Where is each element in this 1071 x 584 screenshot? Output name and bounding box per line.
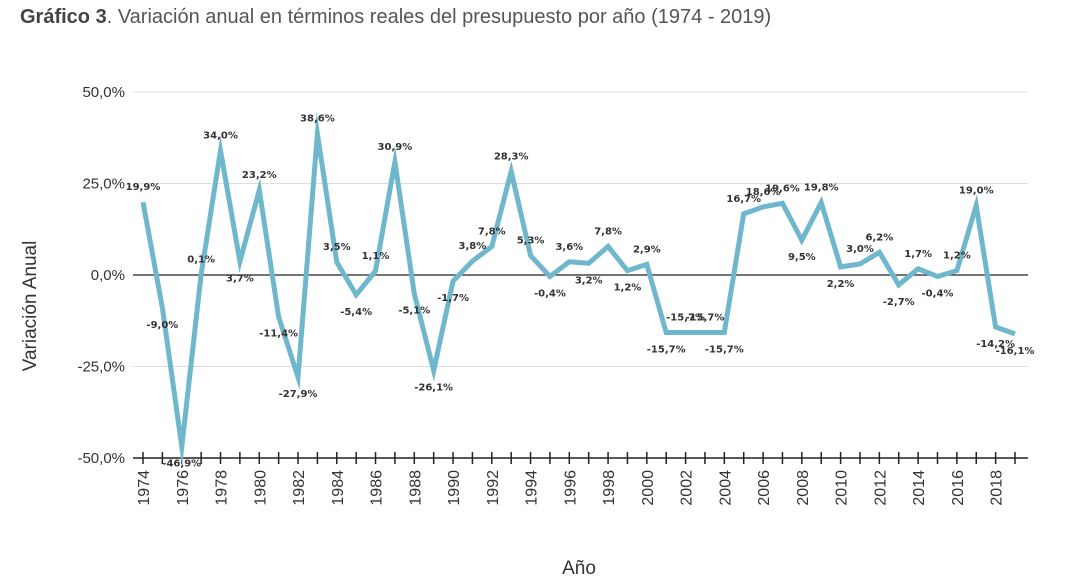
series-line: [140, 111, 1016, 467]
x-tick-label: 1986: [369, 470, 386, 506]
x-tick-label: 1990: [446, 470, 463, 506]
x-tick-label: 2010: [834, 470, 851, 506]
data-label: -0,4%: [534, 288, 566, 299]
chart-caption: Gráfico 3. Variación anual en términos r…: [20, 6, 771, 29]
data-label: 38,6%: [300, 114, 335, 125]
data-label: 7,8%: [478, 226, 506, 237]
data-label: 19,8%: [804, 183, 839, 194]
x-tick-label: 1988: [407, 470, 424, 506]
y-tick-label: 50,0%: [82, 84, 125, 101]
data-label: -14,2%: [976, 339, 1015, 350]
data-label: -5,1%: [398, 306, 430, 317]
data-label: -27,9%: [279, 389, 318, 400]
data-label: 23,2%: [242, 170, 277, 181]
axis-layer: -50,0% -25,0% 0,0% 25,0% 50,0% 1974 1976 1978 19…: [77, 84, 1028, 506]
x-tick-label: 2002: [679, 470, 696, 506]
x-tick-label: 1982: [291, 470, 308, 506]
data-label: 19,9%: [126, 182, 161, 193]
data-label: 9,5%: [788, 252, 816, 263]
caption-text: . Variación anual en términos reales del…: [106, 6, 772, 28]
x-tick-label: 2008: [795, 470, 812, 506]
x-tick-label: 1994: [524, 470, 541, 506]
x-tick-label: 2018: [989, 470, 1006, 506]
x-tick-label: 2000: [640, 470, 657, 506]
data-label: 5,3%: [517, 236, 545, 247]
data-label: 2,9%: [633, 244, 661, 255]
x-tick-label: 1980: [252, 470, 269, 506]
data-label: 3,7%: [226, 273, 254, 284]
y-tick-label: -25,0%: [77, 359, 125, 376]
data-label: -0,4%: [922, 288, 954, 299]
data-label: -26,1%: [414, 383, 453, 394]
data-label: 16,7%: [726, 194, 761, 205]
y-axis-title: Variación Anual: [20, 241, 41, 372]
data-label: 1,2%: [614, 283, 642, 294]
y-tick-label: 0,0%: [91, 267, 125, 284]
data-label: -46,9%: [162, 459, 201, 470]
data-label: -15,7%: [686, 312, 725, 323]
x-tick-label: 2012: [872, 470, 889, 506]
data-label: 3,6%: [555, 242, 583, 253]
data-label: 3,5%: [323, 242, 351, 253]
data-label: 0,1%: [187, 255, 215, 266]
data-label: 3,2%: [575, 275, 603, 286]
x-tick-label: 2006: [756, 470, 773, 506]
x-tick-label: 2016: [950, 470, 967, 506]
data-label: 19,0%: [959, 185, 994, 196]
data-label: -15,7%: [705, 344, 744, 355]
x-tick-label: 1992: [485, 470, 502, 506]
caption-prefix: Gráfico 3: [20, 6, 107, 28]
data-label: -15,7%: [666, 312, 705, 323]
data-label: -2,7%: [883, 297, 915, 308]
data-label: -16,1%: [996, 346, 1035, 357]
data-label: 3,8%: [459, 241, 487, 252]
y-tick-label: -50,0%: [77, 450, 125, 467]
data-label: 1,7%: [904, 249, 932, 260]
data-label: 3,0%: [846, 244, 874, 255]
x-tick-label: 1996: [562, 470, 579, 506]
data-label: 6,2%: [865, 232, 893, 243]
x-tick-label: 1984: [330, 470, 347, 506]
x-tick-label: 1978: [214, 470, 231, 506]
x-tick-label: 1974: [136, 470, 153, 506]
line-layer: [140, 111, 1016, 467]
data-label: -15,7%: [647, 344, 686, 355]
grid-layer: [133, 91, 1028, 367]
data-label: 19,6%: [765, 183, 800, 194]
data-label: 34,0%: [203, 131, 238, 142]
data-label: -1,7%: [437, 293, 469, 304]
data-label: 7,8%: [594, 226, 622, 237]
data-label: -9,0%: [146, 320, 178, 331]
x-axis-title: Año: [562, 558, 596, 579]
y-tick-label: 25,0%: [82, 176, 125, 193]
data-label: 30,9%: [378, 142, 413, 153]
x-tick-label: 2004: [717, 470, 734, 506]
x-tick-label: 1998: [601, 470, 618, 506]
data-label-layer: 19,9% -9,0% -46,9% 0,1% 34,0% 3,7% 23,2% -11,4%…: [126, 114, 1035, 470]
x-tick-label: 2014: [911, 470, 928, 506]
data-label: -5,4%: [340, 307, 372, 318]
data-label: 18,6%: [746, 187, 781, 198]
data-label: 28,3%: [494, 151, 529, 162]
data-label: 1,2%: [943, 251, 971, 262]
data-label: -11,4%: [259, 329, 298, 340]
data-label: 1,1%: [362, 251, 390, 262]
x-tick-label: 1976: [175, 470, 192, 506]
data-label: 2,2%: [827, 279, 855, 290]
